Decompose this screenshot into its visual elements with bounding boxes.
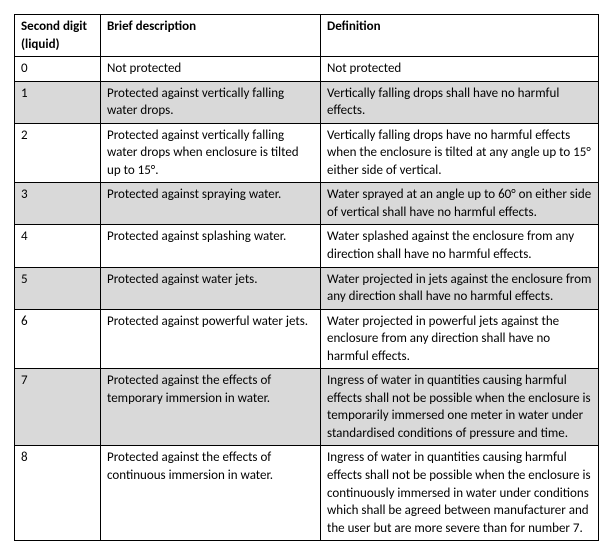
table-row: 8Protected against the effects of contin… [15, 446, 599, 541]
cell-definition: Water projected in jets against the encl… [321, 267, 599, 309]
table-row: 7Protected against the effects of tempor… [15, 369, 599, 446]
table-row: 4Protected against splashing water.Water… [15, 225, 599, 267]
cell-definition: Vertically falling drops have no harmful… [321, 123, 599, 183]
table-row: 5Protected against water jets.Water proj… [15, 267, 599, 309]
cell-definition: Vertically falling drops shall have no h… [321, 81, 599, 123]
cell-brief: Protected against powerful water jets. [101, 309, 321, 369]
cell-brief: Not protected [101, 57, 321, 82]
cell-brief: Protected against spraying water. [101, 183, 321, 225]
cell-definition: Not protected [321, 57, 599, 82]
col-header-brief: Brief description [101, 15, 321, 57]
table-row: 2Protected against vertically falling wa… [15, 123, 599, 183]
cell-digit: 2 [15, 123, 101, 183]
table-row: 0Not protectedNot protected [15, 57, 599, 82]
cell-definition: Ingress of water in quantities causing h… [321, 446, 599, 541]
cell-digit: 1 [15, 81, 101, 123]
cell-brief: Protected against vertically falling wat… [101, 123, 321, 183]
cell-brief: Protected against vertically falling wat… [101, 81, 321, 123]
table-row: 6Protected against powerful water jets.W… [15, 309, 599, 369]
cell-definition: Water sprayed at an angle up to 60° on e… [321, 183, 599, 225]
table-header-row: Second digit (liquid) Brief description … [15, 15, 599, 57]
col-header-digit: Second digit (liquid) [15, 15, 101, 57]
cell-brief: Protected against water jets. [101, 267, 321, 309]
table-row: 1Protected against vertically falling wa… [15, 81, 599, 123]
cell-digit: 6 [15, 309, 101, 369]
cell-digit: 4 [15, 225, 101, 267]
cell-brief: Protected against the effects of tempora… [101, 369, 321, 446]
cell-digit: 0 [15, 57, 101, 82]
cell-digit: 7 [15, 369, 101, 446]
ip-second-digit-table: Second digit (liquid) Brief description … [14, 14, 599, 541]
cell-digit: 5 [15, 267, 101, 309]
cell-brief: Protected against the effects of continu… [101, 446, 321, 541]
cell-definition: Water projected in powerful jets against… [321, 309, 599, 369]
col-header-definition: Definition [321, 15, 599, 57]
table-row: 3Protected against spraying water.Water … [15, 183, 599, 225]
cell-definition: Ingress of water in quantities causing h… [321, 369, 599, 446]
cell-digit: 3 [15, 183, 101, 225]
cell-definition: Water splashed against the enclosure fro… [321, 225, 599, 267]
cell-digit: 8 [15, 446, 101, 541]
cell-brief: Protected against splashing water. [101, 225, 321, 267]
